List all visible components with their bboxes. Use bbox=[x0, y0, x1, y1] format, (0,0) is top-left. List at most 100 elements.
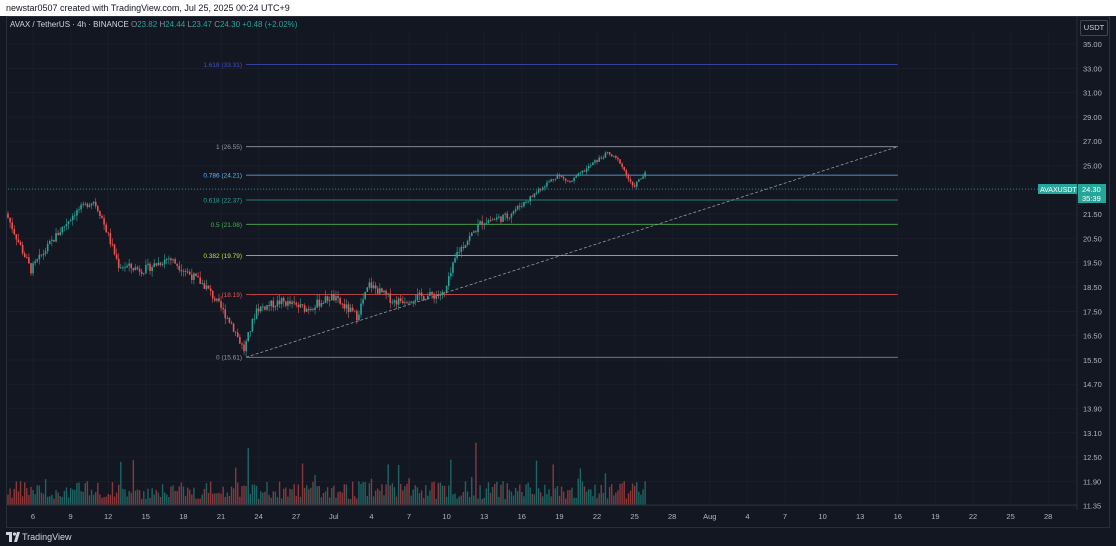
candle-body bbox=[170, 258, 172, 261]
volume-bar bbox=[527, 482, 529, 505]
candle-body bbox=[445, 286, 448, 293]
volume-bar bbox=[255, 485, 258, 505]
candle-body bbox=[53, 239, 55, 242]
volume-bar bbox=[610, 484, 613, 505]
volume-bar bbox=[130, 492, 132, 505]
volume-bar bbox=[383, 495, 385, 505]
volume-bar bbox=[99, 494, 101, 505]
volume-bar bbox=[7, 494, 9, 505]
volume-bar bbox=[272, 491, 274, 505]
high-value: 24.44 bbox=[165, 20, 186, 29]
candle-body bbox=[353, 310, 356, 312]
candle-body bbox=[479, 221, 481, 225]
candle-body bbox=[209, 288, 212, 291]
time-tick-label: 27 bbox=[292, 512, 300, 521]
volume-bar bbox=[562, 491, 565, 505]
volume-bar bbox=[21, 496, 24, 505]
volume-bar bbox=[197, 498, 199, 505]
close-value: 24.30 bbox=[220, 20, 241, 29]
candle-body bbox=[184, 270, 187, 272]
volume-bar bbox=[437, 483, 440, 505]
volume-bar bbox=[42, 493, 45, 505]
candle-body bbox=[285, 301, 287, 306]
candle-body bbox=[232, 323, 235, 332]
volume-bar bbox=[122, 488, 124, 505]
volume-bar bbox=[439, 482, 442, 505]
candle-body bbox=[437, 295, 440, 297]
candle-body bbox=[410, 301, 412, 303]
price-tick-label: 31.00 bbox=[1083, 89, 1102, 98]
volume-bar bbox=[521, 492, 523, 505]
volume-bar bbox=[466, 491, 469, 505]
change-value: +0.48 (+2.02%) bbox=[242, 20, 298, 29]
low-label: L bbox=[187, 20, 192, 29]
candle-body bbox=[26, 257, 28, 258]
volume-bar bbox=[613, 495, 615, 505]
volume-bar bbox=[345, 484, 348, 505]
candle-body bbox=[337, 296, 339, 299]
candle-body bbox=[48, 241, 51, 245]
candle-body bbox=[71, 215, 74, 221]
time-tick-label: 4 bbox=[369, 512, 373, 521]
candle-body bbox=[544, 186, 546, 188]
candle-body bbox=[180, 270, 183, 272]
candle-body bbox=[535, 192, 538, 194]
volume-bar bbox=[425, 485, 427, 505]
volume-bar bbox=[19, 481, 22, 505]
volume-bar bbox=[249, 493, 252, 505]
currency-badge[interactable]: USDT bbox=[1080, 20, 1108, 36]
volume-bar bbox=[51, 494, 53, 505]
volume-bar bbox=[573, 497, 575, 505]
volume-bar bbox=[443, 485, 446, 505]
volume-bar bbox=[243, 485, 245, 505]
candle-body bbox=[163, 259, 166, 265]
volume-bar bbox=[138, 490, 141, 505]
symbol-legend[interactable]: AVAX / TetherUS · 4h · BINANCE O23.82 H2… bbox=[10, 20, 297, 29]
candle-body bbox=[295, 302, 298, 305]
candle-body bbox=[165, 259, 168, 260]
candle-body bbox=[408, 302, 410, 304]
price-badge-bg bbox=[1078, 184, 1106, 203]
volume-bar bbox=[577, 478, 579, 505]
candle-body bbox=[168, 258, 170, 260]
candle-body bbox=[594, 160, 596, 163]
candle-body bbox=[364, 291, 366, 300]
candle-body bbox=[510, 213, 513, 218]
volume-bar bbox=[76, 483, 78, 505]
candle-body bbox=[297, 304, 300, 308]
candle-body bbox=[218, 298, 220, 302]
candle-body bbox=[276, 300, 279, 307]
volume-bar bbox=[318, 485, 320, 505]
volume-bar bbox=[395, 496, 398, 505]
candle-body bbox=[289, 301, 291, 304]
candle-body bbox=[493, 219, 496, 221]
volume-bar bbox=[157, 492, 160, 505]
volume-bar bbox=[606, 498, 609, 505]
time-tick-label: 10 bbox=[818, 512, 826, 521]
volume-bar bbox=[120, 461, 122, 505]
candle-body bbox=[343, 303, 346, 309]
volume-bar bbox=[228, 495, 231, 505]
time-tick-label: 10 bbox=[442, 512, 450, 521]
time-tick-label: 13 bbox=[856, 512, 864, 521]
candle-body bbox=[552, 179, 554, 181]
candle-body bbox=[28, 257, 30, 264]
volume-bar bbox=[320, 497, 323, 505]
candle-body bbox=[205, 285, 208, 289]
candle-body bbox=[268, 305, 270, 307]
price-tick-label: 14.70 bbox=[1083, 380, 1102, 389]
volume-bar bbox=[619, 483, 621, 505]
volume-bar bbox=[207, 493, 210, 505]
volume-bar bbox=[90, 489, 93, 505]
candle-body bbox=[55, 233, 57, 242]
candle-body bbox=[310, 308, 312, 311]
candle-body bbox=[496, 217, 498, 220]
volume-bar bbox=[500, 484, 502, 505]
volume-bar bbox=[502, 481, 504, 505]
volume-bar bbox=[623, 481, 625, 505]
candle-body bbox=[596, 160, 598, 162]
volume-bar bbox=[314, 474, 316, 505]
volume-bar bbox=[372, 496, 375, 505]
candle-body bbox=[512, 211, 515, 214]
